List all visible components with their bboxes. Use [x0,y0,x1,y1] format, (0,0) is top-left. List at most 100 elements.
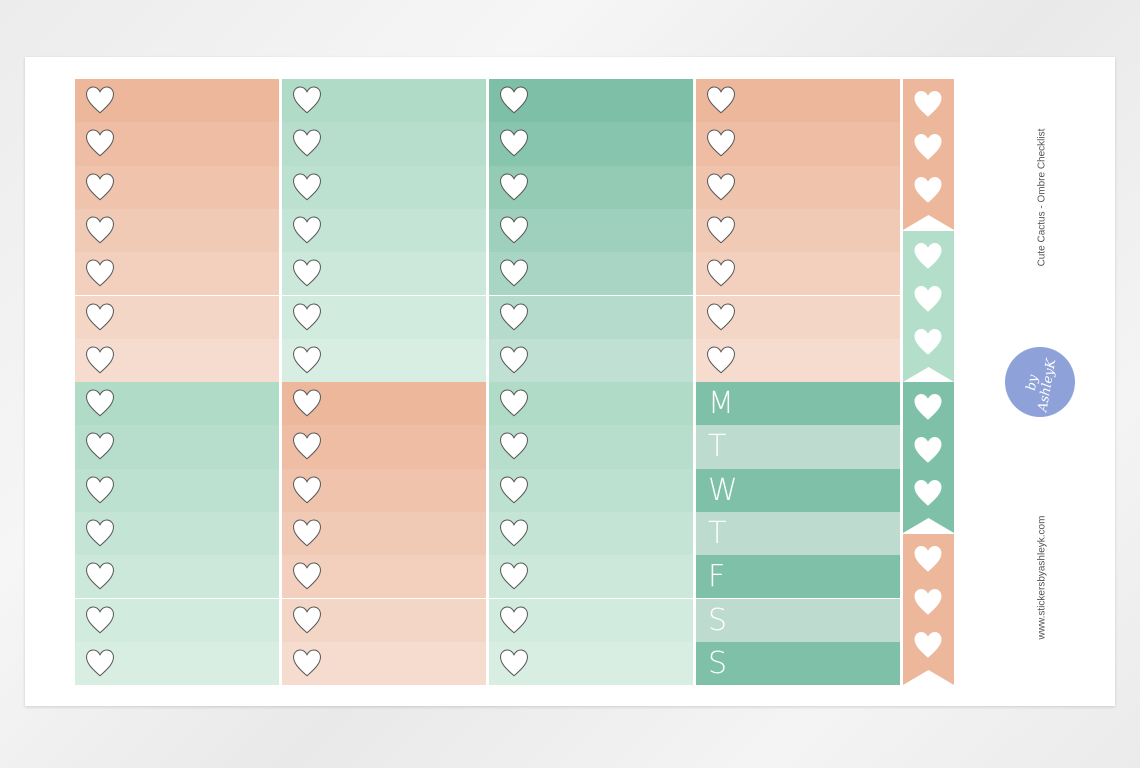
checklist-row [282,338,486,382]
heart-icon [497,170,531,204]
heart-icon [83,473,117,507]
weekday-row: W [696,468,900,512]
heart-icon [911,542,945,576]
heart-icon [290,256,324,290]
checklist-row [282,295,486,339]
checklist-row [282,555,486,599]
checklist-row [282,382,486,426]
weekday-letter: T [708,429,727,465]
heart-icon [704,170,738,204]
heart-icon [497,473,531,507]
checklist-row [489,295,693,339]
checklist-row [75,511,279,556]
heart-icon [497,83,531,117]
heart-icon [911,476,945,510]
weekday-row: T [696,425,900,469]
heart-icon [911,628,945,662]
checklist-row [75,79,279,123]
checklist-row [75,598,279,642]
heart-icon [83,429,117,463]
heart-icon [83,386,117,420]
heart-icon [704,256,738,290]
heart-icon [704,83,738,117]
weekday-row: T [696,511,900,556]
checklist-row [75,252,279,296]
checklist-box-green [489,79,693,382]
weekday-row: S [696,641,900,685]
weekday-row: M [696,382,900,426]
checklist-box-mint [282,79,486,382]
heart-icon [911,130,945,164]
checklist-box-peach [696,79,900,382]
weekday-row: F [696,555,900,599]
website-url: www.stickersbyashleyk.com [1036,515,1048,640]
flag-sticker [903,79,954,230]
checklist-row [75,468,279,512]
checklist-row [489,252,693,296]
heart-icon [497,603,531,637]
heart-icon [290,83,324,117]
weekday-letter: S [708,602,728,638]
checklist-row [489,641,693,685]
heart-icon [83,126,117,160]
heart-icon [290,603,324,637]
brand-logo: by AshleyK [1005,347,1075,417]
heart-icon [290,300,324,334]
checklist-row [282,641,486,685]
checklist-row [489,425,693,469]
heart-icon [911,173,945,207]
heart-icon [83,256,117,290]
heart-icon [290,473,324,507]
heart-icon [83,516,117,550]
checklist-row [489,165,693,209]
checklist-row [282,252,486,296]
checklist-row [489,598,693,642]
weekday-row: S [696,598,900,642]
heart-icon [497,386,531,420]
checklist-row [75,122,279,166]
weekday-letter: M [708,386,734,421]
heart-icon [911,282,945,316]
checklist-row [696,122,900,166]
heart-icon [83,83,117,117]
weekday-letter: W [708,472,738,508]
checklist-row [696,338,900,382]
checklist-row [282,598,486,642]
checklist-row [282,511,486,556]
heart-icon [290,646,324,680]
checklist-row [75,338,279,382]
checklist-row [489,555,693,599]
heart-icon [83,343,117,377]
heart-icon [704,126,738,160]
checklist-row [696,295,900,339]
heart-icon [83,213,117,247]
checklist-row [75,555,279,599]
checklist-row [489,338,693,382]
checklist-row [282,468,486,512]
checklist-row [282,208,486,253]
heart-icon [497,126,531,160]
checklist-row [696,79,900,123]
checklist-row [282,122,486,166]
checklist-row [489,79,693,123]
checklist-box-peach [282,382,486,685]
checklist-row [696,208,900,253]
weekday-letter: T [708,515,727,551]
heart-icon [83,300,117,334]
checklist-row [282,425,486,469]
sheet-title: Cute Cactus - Ombre Checklist [1036,128,1048,267]
checklist-row [75,165,279,209]
heart-icon [911,87,945,121]
checklist-row [696,252,900,296]
heart-icon [911,585,945,619]
weekday-letter: S [708,645,728,681]
heart-icon [911,239,945,273]
heart-icon [290,126,324,160]
heart-icon [704,343,738,377]
logo-text: by AshleyK [1023,357,1060,413]
heart-icon [497,559,531,593]
checklist-row [75,641,279,685]
heart-icon [911,433,945,467]
checklist-row [489,511,693,556]
